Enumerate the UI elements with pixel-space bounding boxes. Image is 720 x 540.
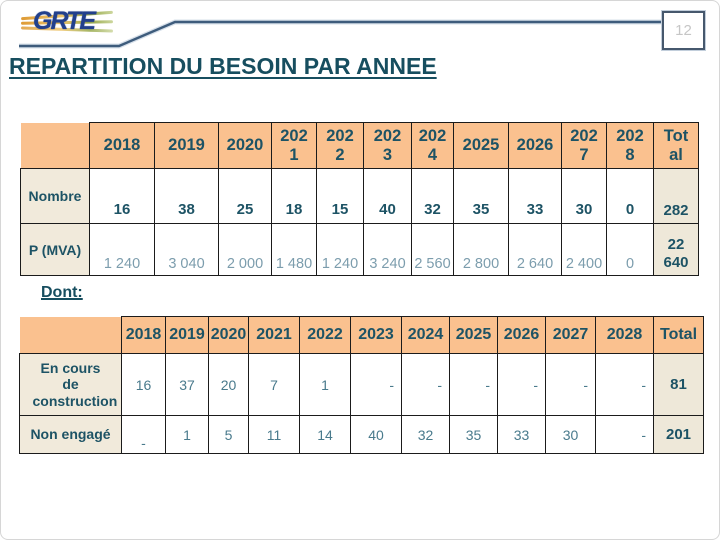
year-header: 2026 (508, 122, 562, 169)
cell: 3 040 (154, 223, 219, 276)
cell: - (121, 415, 166, 454)
total-cell: 282 (653, 168, 699, 224)
row-label: Non engagé (19, 415, 122, 454)
year-header: 2024 (401, 316, 450, 354)
table-row-non-engage: Non engagé - 1 5 11 14 40 32 35 33 30 - … (19, 415, 704, 454)
cell: 2 800 (453, 223, 509, 276)
year-header: 2018 (89, 122, 155, 169)
cell: 33 (497, 415, 546, 454)
total-header: Total (653, 316, 704, 354)
year-header: 2023 (363, 122, 412, 169)
year-header: 2023 (350, 316, 402, 354)
table-row-en-cours: En cours de construction 16 37 20 7 1 - … (19, 353, 704, 416)
year-header: 2021 (248, 316, 300, 354)
year-header: 2022 (299, 316, 351, 354)
cell: 5 (208, 415, 249, 454)
year-header: 2028 (595, 316, 654, 354)
table-row-p-mva: P (MVA) 1 240 3 040 2 000 1 480 1 240 3 … (20, 223, 699, 276)
page-number: 12 (675, 22, 692, 39)
cell: 35 (453, 168, 509, 224)
cell: 37 (165, 353, 209, 416)
cell: 2 400 (561, 223, 607, 276)
row-label: Nombre (20, 168, 90, 224)
cell: 1 240 (316, 223, 364, 276)
cell: 35 (449, 415, 498, 454)
row-label: En cours de construction (19, 353, 122, 416)
year-header: 2018 (121, 316, 166, 354)
cell: 2 640 (508, 223, 562, 276)
logo-text: GRTE (33, 7, 96, 35)
cell: - (401, 353, 450, 416)
year-header: 2027 (545, 316, 596, 354)
cell: 0 (606, 168, 654, 224)
cell: 1 (299, 353, 351, 416)
cell: 16 (121, 353, 166, 416)
year-header: 2027 (561, 122, 607, 169)
row-label: P (MVA) (20, 223, 90, 276)
cell: 15 (316, 168, 364, 224)
dont-label: Dont: (41, 284, 83, 301)
cell: 32 (401, 415, 450, 454)
cell: - (350, 353, 402, 416)
cell: 38 (154, 168, 219, 224)
cell: 2 000 (218, 223, 272, 276)
cell: - (595, 353, 654, 416)
cell: 3 240 (363, 223, 412, 276)
year-header: 2019 (165, 316, 209, 354)
cell: 1 240 (89, 223, 155, 276)
total-header: Total (653, 122, 699, 169)
cell: 30 (545, 415, 596, 454)
grte-logo: GRTE (19, 5, 115, 41)
year-header: 2020 (208, 316, 249, 354)
cell: 33 (508, 168, 562, 224)
cell: 25 (218, 168, 272, 224)
cell: 32 (411, 168, 454, 224)
cell: - (449, 353, 498, 416)
cell: - (545, 353, 596, 416)
besoin-table: 2018 2019 2020 2021 2022 2023 2024 2025 … (20, 122, 699, 276)
page-title: REPARTITION DU BESOIN PAR ANNEE (9, 53, 437, 79)
year-header: 2025 (449, 316, 498, 354)
cell: 1 480 (271, 223, 317, 276)
cell: 1 (165, 415, 209, 454)
cell: 0 (606, 223, 654, 276)
besoin-header-row: 2018 2019 2020 2021 2022 2023 2024 2025 … (20, 122, 699, 169)
dont-table: 2018 2019 2020 2021 2022 2023 2024 2025 … (19, 316, 704, 454)
cell: 7 (248, 353, 300, 416)
page-number-box: 12 (662, 11, 705, 50)
table-row-nombre: Nombre 16 38 25 18 15 40 32 35 33 30 0 2… (20, 168, 699, 224)
year-header: 2026 (497, 316, 546, 354)
corner-cell (20, 122, 90, 169)
total-cell: 81 (653, 353, 704, 416)
cell: 14 (299, 415, 351, 454)
year-header: 2025 (453, 122, 509, 169)
cell: 11 (248, 415, 300, 454)
cell: - (497, 353, 546, 416)
corner-cell (19, 316, 122, 354)
cell: 2 560 (411, 223, 454, 276)
year-header: 2019 (154, 122, 219, 169)
total-cell: 201 (653, 415, 704, 454)
cell: 40 (350, 415, 402, 454)
total-cell: 22 640 (653, 223, 699, 276)
dont-header-row: 2018 2019 2020 2021 2022 2023 2024 2025 … (19, 316, 704, 354)
cell: 18 (271, 168, 317, 224)
year-header: 2022 (316, 122, 364, 169)
year-header: 2020 (218, 122, 272, 169)
cell: 30 (561, 168, 607, 224)
cell: - (595, 415, 654, 454)
year-header: 2028 (606, 122, 654, 169)
cell: 16 (89, 168, 155, 224)
year-header: 2021 (271, 122, 317, 169)
year-header: 2024 (411, 122, 454, 169)
cell: 40 (363, 168, 412, 224)
cell: 20 (208, 353, 249, 416)
